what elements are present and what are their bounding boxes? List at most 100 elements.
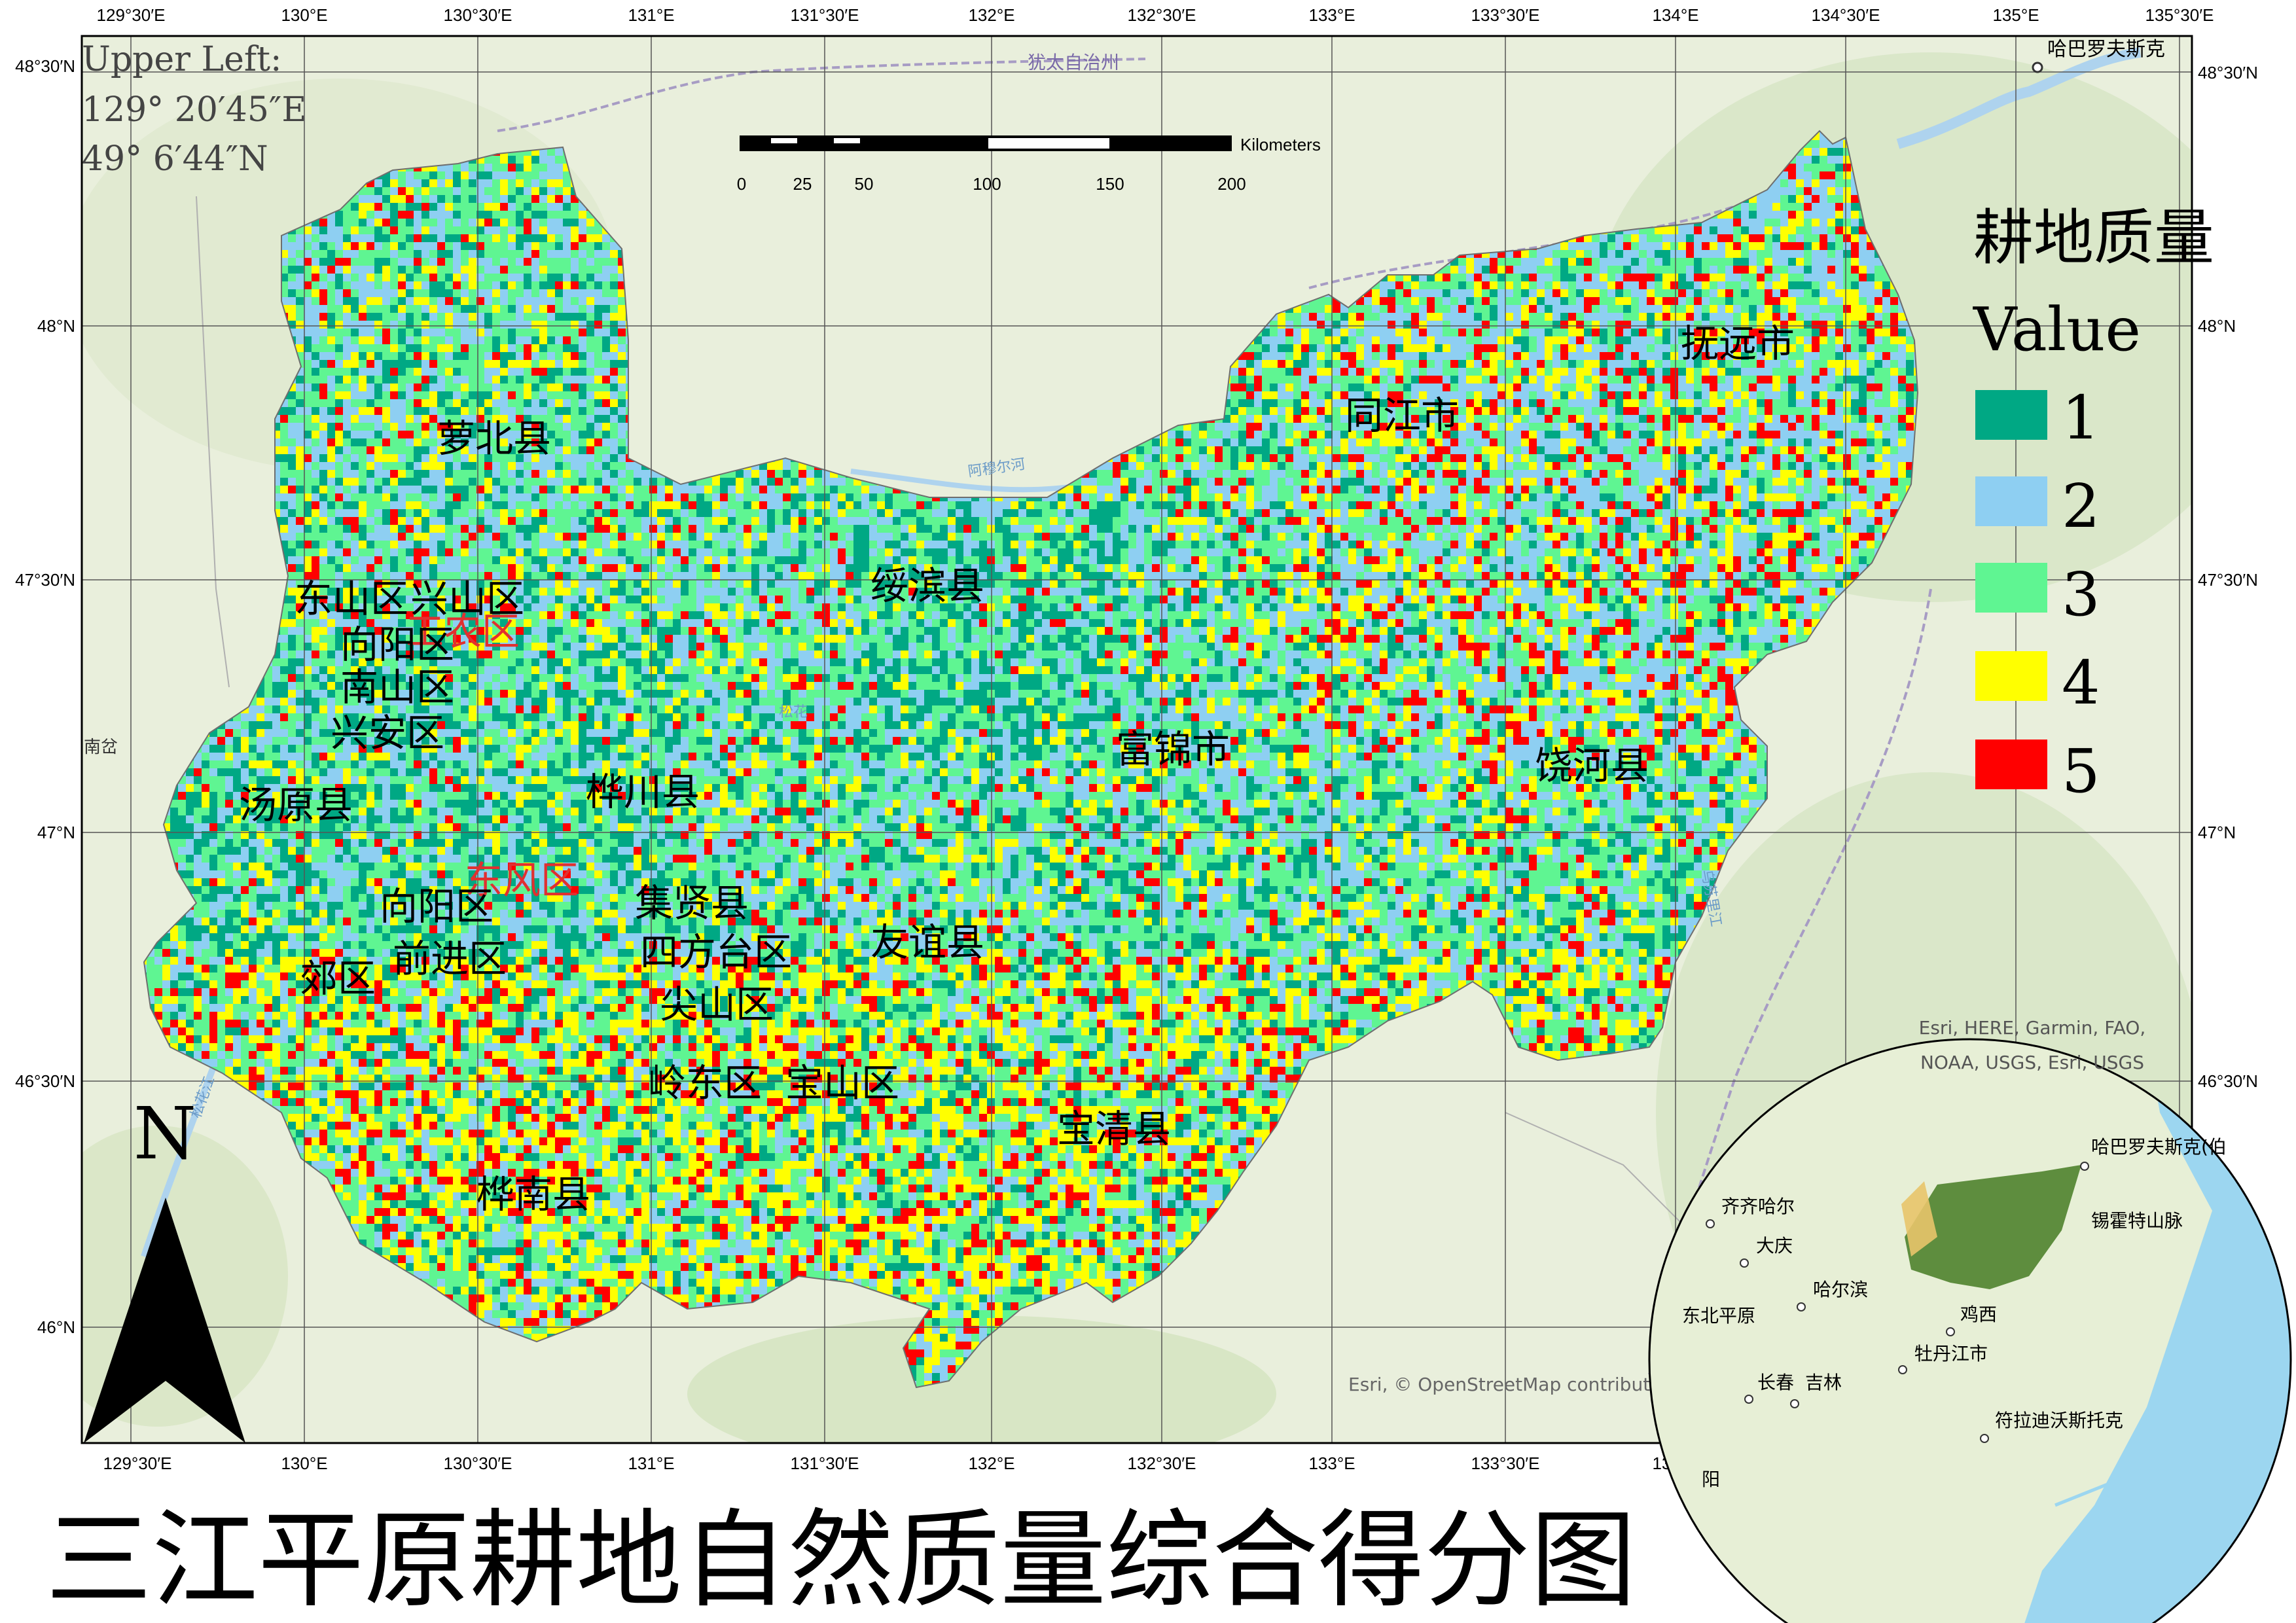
khabarovsk-dot	[2032, 62, 2043, 73]
lon-label: 131°E	[628, 1454, 674, 1473]
lat-label: 47°30′N	[15, 570, 75, 590]
county-label: 桦南县	[476, 1172, 590, 1217]
upper-left-coords: Upper Left: 129° 20′45″E 49° 6′44″N	[82, 40, 306, 179]
scale-bar: Kilometers 0 25 50 100 150 200	[737, 135, 1321, 194]
county-label: 东山区	[295, 577, 408, 621]
legend-label: 3	[2062, 560, 2100, 630]
legend-swatch	[1975, 740, 2047, 789]
songhua-label: 松花	[779, 704, 808, 721]
scale-unit: Kilometers	[1240, 135, 1321, 154]
scale-label: 200	[1217, 174, 1246, 194]
inset-place: 锡霍特山脉	[2091, 1210, 2183, 1232]
scale-label: 0	[737, 174, 746, 194]
longitude-labels-bottom: 129°30′E 130°E 130°30′E 131°E 131°30′E 1…	[103, 1454, 1699, 1473]
legend-subtitle: Value	[1973, 294, 2141, 365]
legend-label: 2	[2062, 471, 2100, 541]
county-label: 桦川县	[586, 770, 700, 814]
county-label: 南山区	[340, 665, 454, 709]
lon-label: 129°30′E	[97, 5, 166, 25]
latitude-labels-right: 48°30′N 48°N 47°30′N 47°N 46°30′N	[2198, 63, 2258, 1091]
county-label: 兴安区	[331, 711, 444, 755]
west-edge-label: 南岔	[84, 738, 118, 757]
inset-place: 长春	[1757, 1372, 1794, 1393]
inset-attribution: NOAA, USGS, Esri, USGS	[1920, 1052, 2144, 1073]
lon-label: 134°30′E	[1812, 5, 1880, 25]
coords-line: 129° 20′45″E	[82, 90, 306, 130]
lon-label: 130°E	[281, 5, 327, 25]
lon-label: 130°30′E	[444, 1454, 512, 1473]
inset-place: 东北平原	[1682, 1305, 1755, 1327]
lat-label: 46°N	[37, 1317, 75, 1337]
legend-label: 1	[2062, 383, 2100, 453]
lat-label: 47°N	[37, 823, 75, 842]
county-label: 富锦市	[1116, 727, 1230, 772]
legend-label: 5	[2062, 736, 2100, 806]
lat-label: 47°30′N	[2198, 570, 2258, 590]
lat-label: 48°30′N	[2198, 63, 2258, 82]
coords-line: 49° 6′44″N	[82, 139, 268, 179]
map-frame	[81, 35, 2193, 1444]
county-label: 郊区	[300, 956, 376, 1001]
scale-label: 100	[973, 174, 1001, 194]
lat-label: 48°30′N	[15, 56, 75, 76]
lon-label: 130°E	[281, 1454, 327, 1473]
county-label: 工农区	[406, 609, 520, 654]
lon-label: 135°E	[1992, 5, 2039, 25]
county-label: 四方台区	[640, 930, 792, 974]
longitude-labels-top: 129°30′E 130°E 130°30′E 131°E 131°30′E 1…	[97, 5, 2214, 25]
county-label: 宝山区	[785, 1061, 899, 1105]
legend-swatch	[1975, 476, 2047, 526]
county-label: 集贤县	[635, 881, 749, 925]
inset-frame	[1648, 1038, 2292, 1623]
lon-label: 131°E	[628, 5, 674, 25]
county-label: 前进区	[393, 936, 507, 981]
county-label: 同江市	[1345, 393, 1459, 438]
north-arrow: N	[84, 1092, 245, 1443]
county-label: 向阳区	[380, 884, 493, 929]
lon-label: 133°E	[1308, 1454, 1355, 1473]
inset-place: 阳	[1702, 1469, 1720, 1490]
county-label: 宝清县	[1057, 1107, 1171, 1151]
jewish-ao-label: 犹太自治州	[1028, 52, 1119, 73]
attribution-label: Esri, © OpenStreetMap contributors	[1348, 1374, 1678, 1395]
lon-label: 129°30′E	[103, 1454, 172, 1473]
latitude-labels-left: 48°30′N 48°N 47°30′N 47°N 46°30′N 46°N	[15, 56, 75, 1337]
inset-place: 牡丹江市	[1914, 1343, 1988, 1364]
scale-label: 50	[855, 174, 874, 194]
lon-label: 133°30′E	[1471, 5, 1540, 25]
county-label: 友谊县	[870, 920, 984, 965]
legend-title: 耕地质量	[1973, 203, 2214, 273]
lon-label: 135°30′E	[2145, 5, 2214, 25]
county-label: 绥滨县	[870, 563, 984, 608]
lat-label: 46°30′N	[15, 1071, 75, 1091]
lat-label: 47°N	[2198, 823, 2236, 842]
lon-label: 132°30′E	[1128, 1454, 1196, 1473]
inset-place: 哈尔滨	[1813, 1279, 1868, 1300]
county-label: 萝北县	[437, 416, 551, 461]
legend: 耕地质量 Value 1 2 3 4 5	[1973, 203, 2214, 806]
lon-label: 132°E	[968, 5, 1014, 25]
khabarovsk-label: 哈巴罗夫斯克	[2047, 38, 2165, 61]
inset-study-area	[1905, 1165, 2081, 1289]
legend-swatch	[1975, 390, 2047, 440]
north-label: N	[134, 1092, 196, 1175]
legend-swatch	[1975, 563, 2047, 613]
lon-label: 130°30′E	[444, 5, 512, 25]
county-label: 抚远市	[1681, 321, 1795, 366]
legend-label: 4	[2062, 648, 2100, 718]
county-label: 岭东区	[648, 1061, 762, 1105]
county-label: 汤原县	[239, 783, 353, 827]
inset-place: 鸡西	[1960, 1304, 1997, 1325]
county-label: 向阳区	[340, 622, 454, 667]
lon-label: 131°30′E	[791, 5, 859, 25]
legend-swatch	[1975, 651, 2047, 701]
scale-label: 25	[793, 174, 812, 194]
inset-place: 哈巴罗夫斯克(伯	[2091, 1136, 2227, 1158]
lon-label: 133°30′E	[1471, 1454, 1540, 1473]
inset-place: 吉林	[1805, 1372, 1842, 1393]
inset-attribution: Esri, HERE, Garmin, FAO,	[1919, 1017, 2146, 1039]
county-label: 尖山区	[660, 982, 774, 1027]
coords-line: Upper Left:	[82, 40, 282, 79]
